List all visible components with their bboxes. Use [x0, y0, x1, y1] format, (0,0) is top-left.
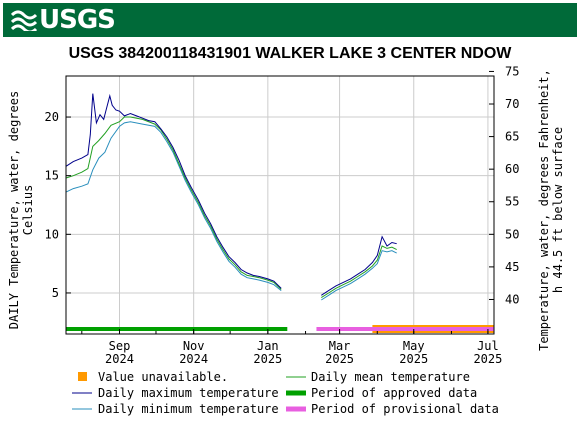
daily-minimum-temperature-line — [65, 121, 282, 291]
y-left-tick-label: 10 — [45, 227, 59, 241]
chart-title: USGS 384200118431901 WALKER LAKE 3 CENTE… — [69, 45, 513, 62]
x-tick-label-month: Nov — [183, 339, 205, 353]
legend-provisional-label: Period of provisional data — [311, 402, 499, 416]
y-left-tick-label: 15 — [45, 169, 59, 183]
x-tick-label-year: 2025 — [253, 352, 282, 366]
daily-mean-temperature-line — [65, 116, 282, 290]
daily-mean-temperature-line — [321, 245, 397, 299]
approved-period-bar — [66, 327, 288, 331]
legend-unavailable-swatch — [78, 372, 87, 381]
y-right-tick-label: 50 — [505, 227, 519, 241]
x-tick-label-month: Jan — [257, 339, 279, 353]
y-axis-right-label-line1: Temperature, water, degrees Fahrenheit, — [537, 69, 551, 351]
provisional-period-bar-overlay — [316, 327, 494, 331]
daily-maximum-temperature-line — [321, 235, 397, 296]
x-tick-label-year: 2024 — [105, 352, 134, 366]
y-axis-left-label-line1: DAILY Temperature, water, degrees — [7, 91, 21, 329]
x-tick-label-month: May — [403, 339, 425, 353]
x-tick-label-month: Sep — [109, 339, 131, 353]
x-tick-label-month: Jul — [477, 339, 499, 353]
y-axis-left-label-line2: Celsius — [21, 185, 35, 236]
y-axis-right-label-line2: h 44.5 ft below surface — [551, 127, 565, 293]
y-right-tick-label: 40 — [505, 292, 519, 306]
y-right-tick-label: 70 — [505, 97, 519, 111]
y-right-tick-label: 55 — [505, 195, 519, 209]
legend-mean-label: Daily mean temperature — [311, 370, 470, 384]
y-left-tick-label: 5 — [52, 286, 59, 300]
legend-max-label: Daily maximum temperature — [98, 386, 279, 400]
y-right-tick-label: 45 — [505, 260, 519, 274]
x-tick-label-month: Mar — [329, 339, 351, 353]
y-right-tick-label: 65 — [505, 130, 519, 144]
plot-frame — [65, 75, 495, 335]
usgs-wave-icon — [11, 10, 37, 31]
x-tick-label-year: 2024 — [179, 352, 208, 366]
legend-unavailable-label: Value unavailable. — [98, 370, 228, 384]
x-tick-label-year: 2025 — [325, 352, 354, 366]
y-right-tick-label: 75 — [505, 64, 519, 78]
x-tick-label-year: 2025 — [473, 352, 502, 366]
legend-min-label: Daily minimum temperature — [98, 402, 279, 416]
legend-approved-label: Period of approved data — [311, 386, 477, 400]
daily-minimum-temperature-line — [321, 250, 397, 301]
y-right-tick-label: 60 — [505, 162, 519, 176]
legend: Value unavailable. Daily maximum tempera… — [72, 370, 499, 416]
usgs-logo-text: USGS — [39, 5, 116, 35]
x-tick-label-year: 2025 — [399, 352, 428, 366]
y-left-tick-label: 20 — [45, 110, 59, 124]
daily-maximum-temperature-line — [65, 93, 282, 289]
usgs-banner: USGS — [3, 3, 577, 37]
